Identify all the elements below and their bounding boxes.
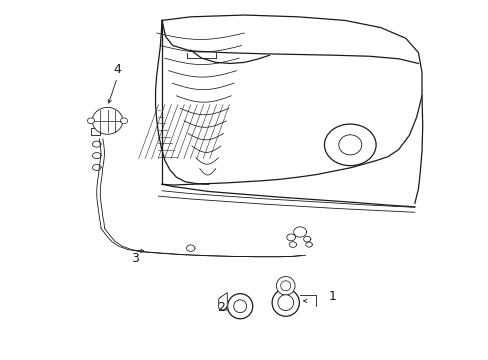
Ellipse shape: [338, 135, 361, 155]
Ellipse shape: [324, 124, 375, 166]
Text: 2: 2: [217, 301, 224, 314]
Text: 1: 1: [328, 290, 336, 303]
Ellipse shape: [92, 107, 122, 134]
Text: 3: 3: [131, 252, 139, 265]
Ellipse shape: [87, 118, 94, 124]
Polygon shape: [218, 293, 227, 310]
Circle shape: [271, 289, 299, 316]
Ellipse shape: [120, 118, 127, 124]
Circle shape: [277, 295, 293, 311]
Circle shape: [276, 276, 294, 295]
Text: 4: 4: [113, 63, 121, 76]
Circle shape: [233, 300, 246, 313]
Circle shape: [227, 294, 252, 319]
Circle shape: [280, 281, 290, 291]
Bar: [91, 128, 100, 135]
